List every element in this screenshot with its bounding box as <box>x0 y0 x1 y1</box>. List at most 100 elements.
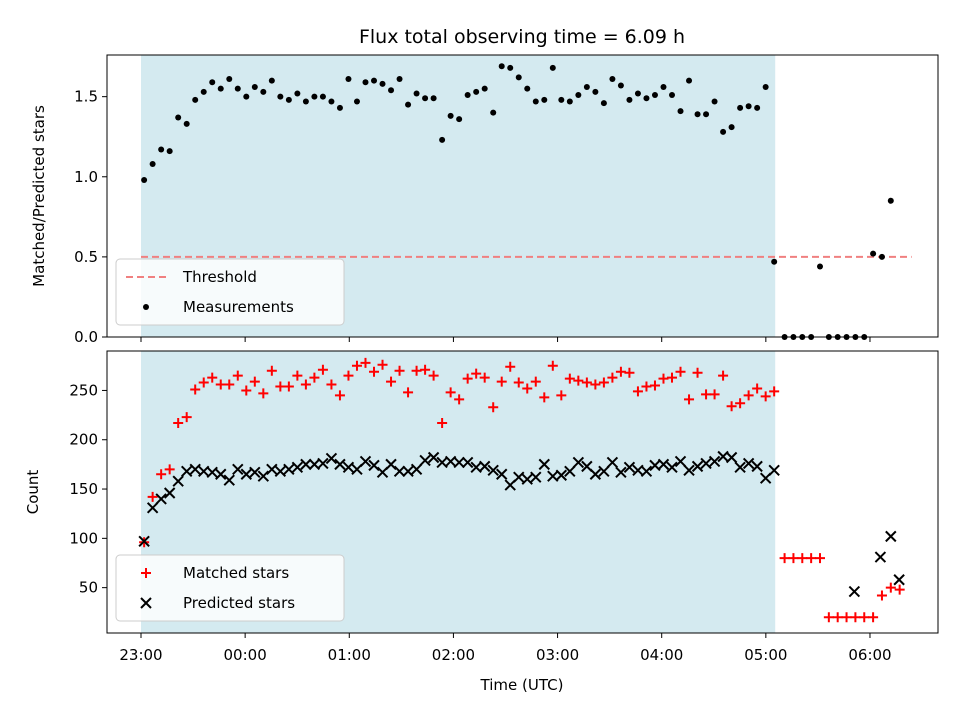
matched-star-point <box>292 370 303 381</box>
measurement-point <box>507 64 514 71</box>
matched-star-point <box>198 377 209 388</box>
matched-star-point <box>876 590 887 601</box>
matched-star-point <box>701 389 712 400</box>
predicted-star-point <box>274 465 287 478</box>
measurement-point <box>754 104 761 111</box>
matched-star-point <box>403 387 414 398</box>
predicted-star-point <box>848 585 861 598</box>
matched-star-point <box>471 368 482 379</box>
matched-star-point <box>411 365 422 376</box>
predicted-star-point <box>368 459 380 472</box>
measurement-point <box>515 74 522 81</box>
legend-predicted-swatch <box>140 597 152 609</box>
legend-matched-swatch <box>141 568 151 578</box>
predicted-star-point <box>249 466 261 478</box>
matched-star-point <box>343 370 354 381</box>
legend-entry-label: Measurements <box>183 298 294 316</box>
matched-star-point <box>369 366 380 377</box>
measurement-point <box>345 76 352 83</box>
predicted-star-point <box>334 458 346 471</box>
matched-star-point <box>743 390 754 401</box>
predicted-star-point <box>513 471 525 483</box>
predicted-star-point <box>172 475 184 487</box>
measurement-point <box>887 197 894 204</box>
matched-star-point <box>164 464 175 475</box>
matched-star-point <box>377 359 388 370</box>
matched-star-point <box>317 364 328 375</box>
measurement-point <box>456 116 463 123</box>
predicted-star-point <box>189 463 201 476</box>
matched-star-point <box>726 401 737 412</box>
y-tick-label: 150 <box>69 480 98 498</box>
legend-box <box>115 258 345 326</box>
matched-star-point <box>797 553 808 564</box>
measurement-point <box>498 63 505 70</box>
matched-star-point <box>684 394 695 405</box>
measurement-point <box>192 96 199 103</box>
measurement-point <box>549 64 556 71</box>
predicted-star-point <box>393 465 406 478</box>
predicted-star-point <box>180 465 193 478</box>
measurement-point <box>745 103 752 110</box>
plot-frame <box>106 350 939 634</box>
predicted-star-point <box>674 455 687 468</box>
predicted-star-point <box>893 574 905 586</box>
predicted-star-point <box>657 458 670 471</box>
matched-star-point <box>709 389 720 400</box>
measurement-point <box>183 120 190 127</box>
matched-star-point <box>275 381 286 392</box>
matched-star-point <box>513 377 524 388</box>
measurement-point <box>175 114 182 121</box>
measurement-point <box>634 90 641 97</box>
predicted-star-point <box>223 474 235 486</box>
matched-star-point <box>232 370 243 381</box>
ratio-y-axis-label: Matched/Predicted stars <box>30 105 48 287</box>
measurement-point <box>353 98 360 105</box>
matched-star-point <box>788 553 799 564</box>
measurement-point <box>669 92 676 99</box>
legend-entry-label: Threshold <box>182 268 257 286</box>
measurement-point <box>200 88 207 95</box>
x-tick-label: 02:00 <box>432 646 475 664</box>
y-tick-label: 50 <box>79 579 98 597</box>
measurement-point <box>234 85 241 92</box>
legend-measurement-swatch <box>143 304 149 310</box>
predicted-star-point <box>240 468 253 480</box>
predicted-star-point <box>496 468 508 480</box>
matched-star-point <box>479 372 490 383</box>
matched-star-point <box>334 390 345 401</box>
matched-star-point <box>420 364 431 375</box>
x-tick-label: 04:00 <box>640 646 683 664</box>
matched-star-point <box>488 402 499 413</box>
matched-star-point <box>859 612 870 623</box>
measurement-point <box>379 80 386 87</box>
measurement-point <box>166 148 173 155</box>
matched-star-point <box>581 377 592 388</box>
predicted-star-point <box>606 456 619 469</box>
measurement-point <box>362 79 369 86</box>
predicted-star-point <box>385 458 397 471</box>
measurement-point <box>371 77 378 84</box>
count-panel: 50 100 150 200 250 23:00 00:00 01:00 02:00 03:00 0… <box>69 350 939 664</box>
predicted-star-point <box>232 463 244 476</box>
predicted-star-point <box>419 454 431 467</box>
predicted-star-point <box>589 468 602 480</box>
matched-star-point <box>300 379 311 390</box>
matched-star-point <box>241 385 252 396</box>
predicted-star-point <box>291 461 304 474</box>
measurement-point <box>251 84 258 91</box>
measurement-point <box>141 176 148 183</box>
measurement-point <box>575 92 582 99</box>
matched-star-point <box>173 417 184 428</box>
matched-star-point <box>823 612 834 623</box>
measurement-point <box>439 136 446 143</box>
matched-star-point <box>769 386 780 397</box>
predicted-star-point <box>885 530 897 543</box>
x-tick-label: 05:00 <box>744 646 787 664</box>
matched-star-point <box>615 366 626 377</box>
legend-entry-label: Matched stars <box>183 564 289 582</box>
predicted-star-point <box>530 471 542 483</box>
predicted-star-point <box>163 487 176 499</box>
measurement-point <box>566 98 573 105</box>
matched-star-point <box>718 370 729 381</box>
